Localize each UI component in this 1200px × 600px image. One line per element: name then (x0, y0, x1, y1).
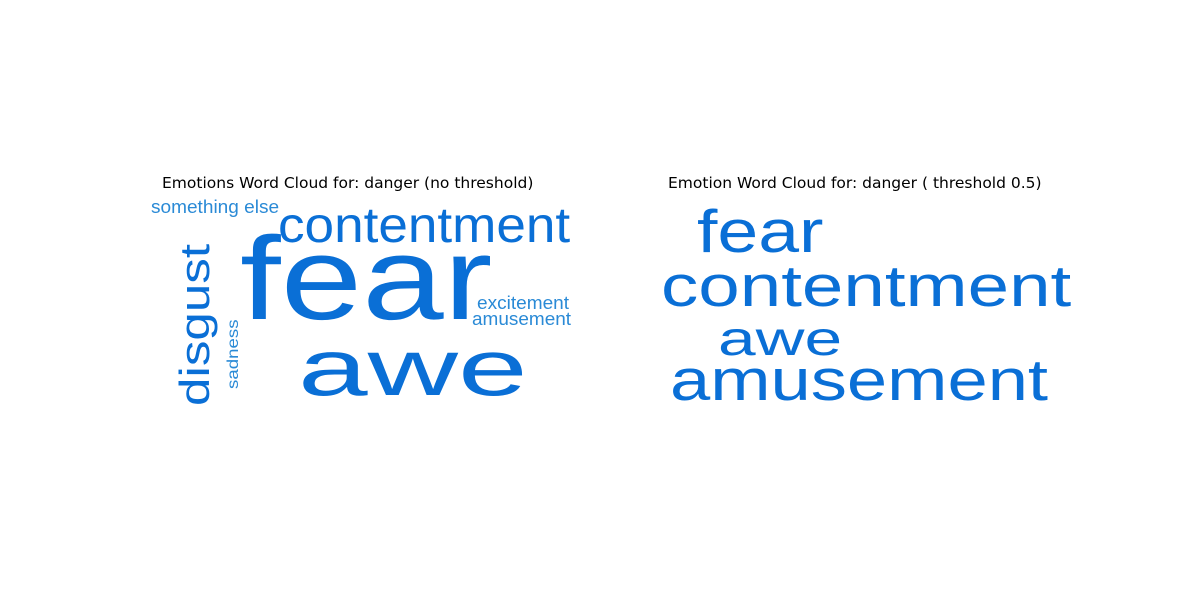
word-amusement: amusement (472, 309, 572, 329)
word-disgust: disgust (171, 243, 218, 406)
word-amusement: amusement (670, 348, 1049, 410)
word-awe: awe (298, 323, 528, 410)
word-contentment: contentment (278, 198, 571, 253)
word-fear: fear (697, 198, 824, 265)
word-awe: awe (718, 313, 843, 366)
word-something-else: something else (151, 198, 280, 217)
word-sadness: sadness (225, 319, 242, 389)
chart-title-right: Emotion Word Cloud for: danger ( thresho… (668, 174, 1042, 192)
word-excitement: excitement (477, 293, 570, 313)
word-fear: fear (240, 213, 493, 345)
word-cloud-left: fear awe contentment disgust excitement amuse… (150, 198, 572, 410)
word-contentment: contentment (661, 254, 1072, 319)
chart-title-left: Emotions Word Cloud for: danger (no thre… (162, 174, 534, 192)
word-cloud-right: contentment amusement fear awe (656, 198, 1078, 410)
